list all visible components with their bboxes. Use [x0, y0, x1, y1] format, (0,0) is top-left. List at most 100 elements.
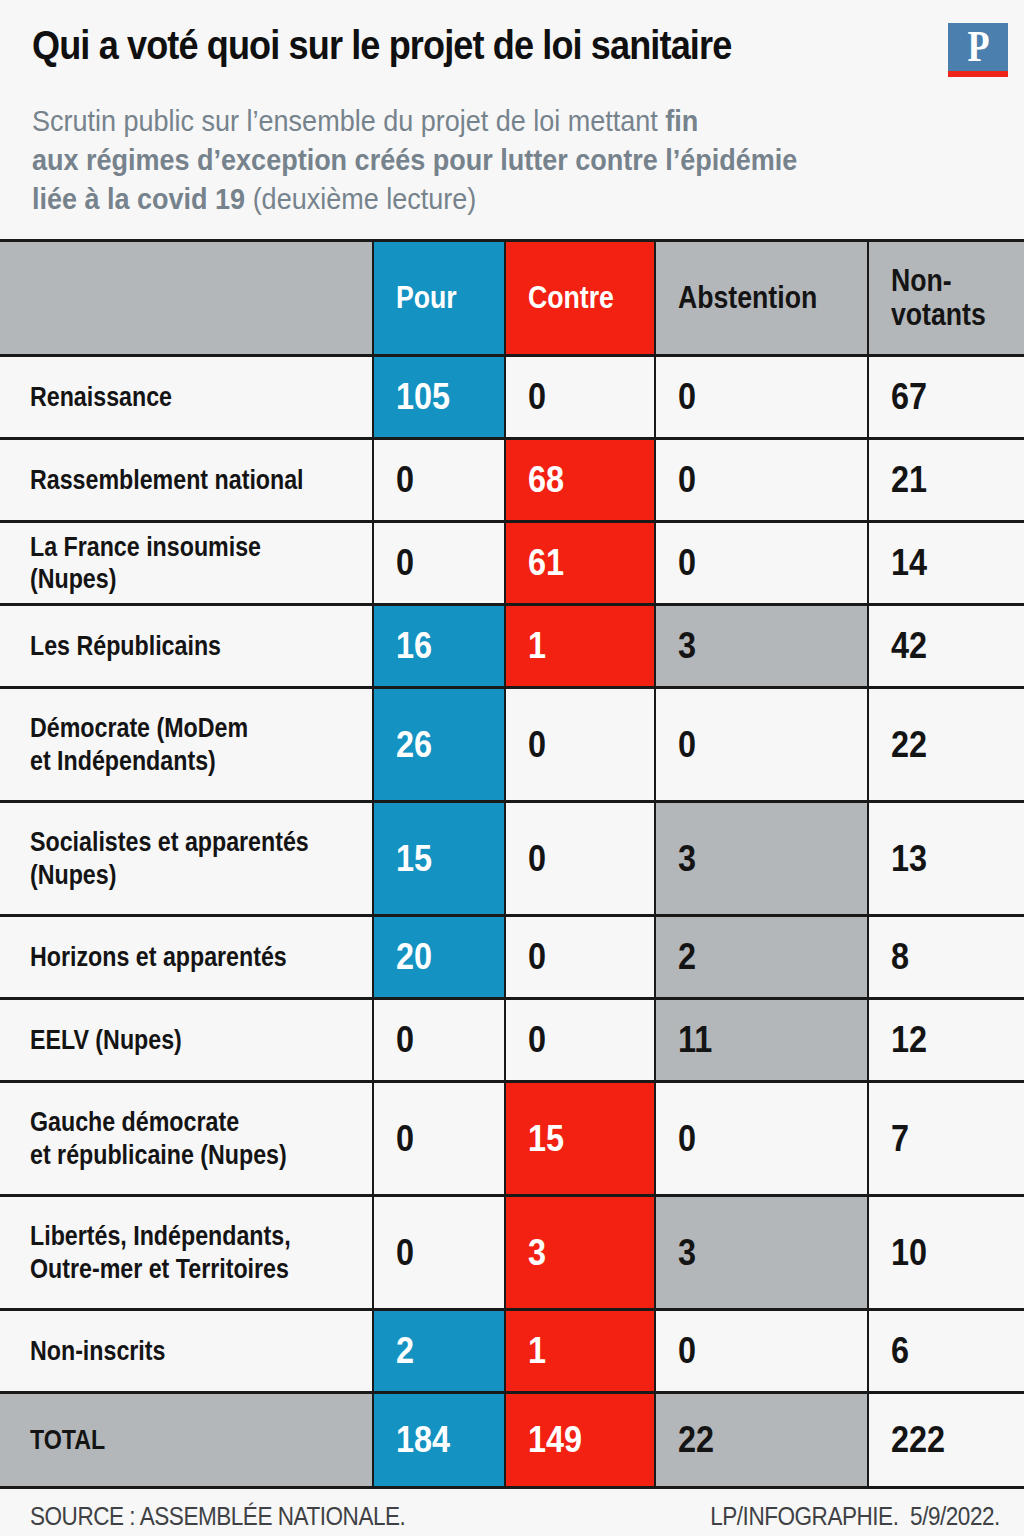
footer-credit: LP/INFOGRAPHIE. 5/9/2022.: [678, 1502, 1000, 1531]
nonvotants-cell-text: 22: [891, 724, 927, 766]
nonvotants-cell: 67: [868, 356, 1024, 439]
abstention-cell-text: 0: [678, 376, 696, 418]
total-contre-cell-text: 149: [528, 1419, 582, 1461]
party-cell: Gauche démocrate et républicaine (Nupes): [0, 1082, 373, 1196]
table-row: Non-inscrits 2 1 0 6: [0, 1310, 1024, 1393]
abstention-cell-text: 2: [678, 936, 696, 978]
party-cell: Horizons et apparentés: [0, 916, 373, 999]
pour-cell-text: 16: [396, 625, 432, 667]
pour-cell: 26: [373, 688, 505, 802]
nonvotants-cell-text: 7: [891, 1118, 909, 1160]
nonvotants-cell-text: 12: [891, 1019, 927, 1061]
contre-cell-text: 1: [528, 625, 546, 667]
party-cell: Socialistes et apparentés (Nupes): [0, 802, 373, 916]
nonvotants-cell: 12: [868, 999, 1024, 1082]
pour-cell: 2: [373, 1310, 505, 1393]
abstention-cell: 3: [655, 802, 868, 916]
abstention-cell: 0: [655, 439, 868, 522]
subtitle-regular-part: Scrutin public sur l’ensemble du projet …: [32, 104, 665, 137]
total-abstention-cell: 22: [655, 1393, 868, 1488]
contre-cell-text: 0: [528, 1019, 546, 1061]
col-header-abstention-text: Abstention: [678, 281, 817, 315]
table-row: Socialistes et apparentés (Nupes)150313: [0, 802, 1024, 916]
total-contre-cell: 149: [505, 1393, 655, 1488]
nonvotants-cell: 8: [868, 916, 1024, 999]
nonvotants-cell-text: 6: [891, 1330, 909, 1372]
abstention-cell: 11: [655, 999, 868, 1082]
party-cell: Rassemblement national: [0, 439, 373, 522]
page-title-text: Qui a voté quoi sur le projet de loi san…: [32, 22, 731, 69]
contre-cell-text: 0: [528, 936, 546, 978]
nonvotants-cell-text: 42: [891, 625, 927, 667]
contre-cell: 0: [505, 356, 655, 439]
vote-table-body: PourContreAbstentionNon- votantsRenaissa…: [0, 241, 1024, 1488]
pour-cell: 0: [373, 1196, 505, 1310]
pour-cell-text: 26: [396, 724, 432, 766]
nonvotants-cell: 10: [868, 1196, 1024, 1310]
pour-cell: 0: [373, 999, 505, 1082]
vote-table: PourContreAbstentionNon- votantsRenaissa…: [0, 239, 1024, 1489]
pour-cell-text: 105: [396, 376, 450, 418]
table-row: Horizons et apparentés 20 0 2 8: [0, 916, 1024, 999]
contre-cell: 0: [505, 999, 655, 1082]
abstention-cell-text: 0: [678, 459, 696, 501]
nonvotants-cell-text: 21: [891, 459, 927, 501]
nonvotants-cell: 14: [868, 522, 1024, 605]
contre-cell-text: 68: [528, 459, 564, 501]
abstention-cell-text: 3: [678, 625, 696, 667]
party-cell: EELV (Nupes): [0, 999, 373, 1082]
party-cell: Libertés, Indépendants, Outre-mer et Ter…: [0, 1196, 373, 1310]
party-cell-text: Libertés, Indépendants, Outre-mer et Ter…: [30, 1220, 291, 1285]
total-label-cell-text: TOTAL: [30, 1424, 105, 1456]
abstention-cell-text: 0: [678, 1118, 696, 1160]
pour-cell-text: 15: [396, 838, 432, 880]
logo-letter: P: [967, 25, 989, 69]
col-header-nonvotants-text: Non- votants: [891, 264, 986, 332]
contre-cell: 0: [505, 802, 655, 916]
nonvotants-cell: 6: [868, 1310, 1024, 1393]
pour-cell-text: 0: [396, 459, 414, 501]
total-pour-cell-text: 184: [396, 1419, 450, 1461]
pour-cell: 0: [373, 522, 505, 605]
subtitle-text: Scrutin public sur l’ensemble du projet …: [32, 101, 797, 218]
abstention-cell: 0: [655, 1310, 868, 1393]
party-cell: Non-inscrits: [0, 1310, 373, 1393]
nonvotants-cell: 42: [868, 605, 1024, 688]
abstention-cell-text: 0: [678, 1330, 696, 1372]
nonvotants-cell-text: 8: [891, 936, 909, 978]
pour-cell-text: 0: [396, 1118, 414, 1160]
pour-cell: 0: [373, 439, 505, 522]
abstention-cell-text: 3: [678, 1232, 696, 1274]
pour-cell: 20: [373, 916, 505, 999]
col-header-contre-text: Contre: [528, 281, 614, 315]
contre-cell: 0: [505, 916, 655, 999]
page-title: Qui a voté quoi sur le projet de loi san…: [32, 22, 827, 69]
party-cell-text: Rassemblement national: [30, 464, 304, 496]
abstention-cell-text: 0: [678, 724, 696, 766]
pour-cell-text: 2: [396, 1330, 414, 1372]
pour-cell: 105: [373, 356, 505, 439]
infographic-page: { "colors": { "blue": "#1492c2", "red": …: [0, 0, 1024, 1536]
col-header-nonvotants: Non- votants: [868, 241, 1024, 356]
party-cell-text: La France insoumise (Nupes): [30, 531, 324, 596]
contre-cell-text: 1: [528, 1330, 546, 1372]
contre-cell: 1: [505, 605, 655, 688]
abstention-cell-text: 3: [678, 838, 696, 880]
pour-cell: 15: [373, 802, 505, 916]
contre-cell: 3: [505, 1196, 655, 1310]
abstention-cell: 2: [655, 916, 868, 999]
contre-cell: 0: [505, 688, 655, 802]
logo-red-bar: [948, 71, 1008, 77]
table-row: EELV (Nupes) 0 0 11 12: [0, 999, 1024, 1082]
party-cell: Renaissance: [0, 356, 373, 439]
table-header-row: PourContreAbstentionNon- votants: [0, 241, 1024, 356]
pour-cell-text: 0: [396, 1019, 414, 1061]
total-pour-cell: 184: [373, 1393, 505, 1488]
contre-cell: 15: [505, 1082, 655, 1196]
party-cell-text: Les Républicains: [30, 630, 221, 662]
nonvotants-cell-text: 67: [891, 376, 927, 418]
table-row: Libertés, Indépendants, Outre-mer et Ter…: [0, 1196, 1024, 1310]
total-abstention-cell-text: 22: [678, 1419, 714, 1461]
party-cell-text: Horizons et apparentés: [30, 941, 287, 973]
party-cell: Les Républicains: [0, 605, 373, 688]
